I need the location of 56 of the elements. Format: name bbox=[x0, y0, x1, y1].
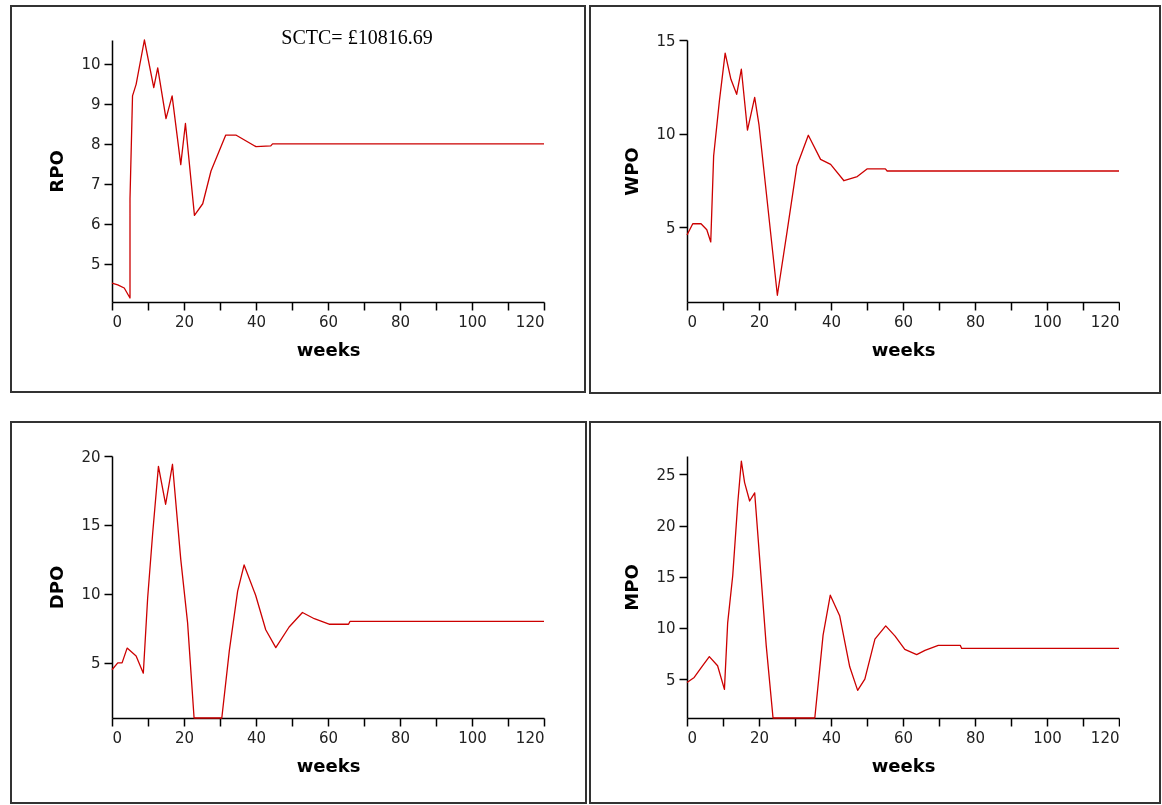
x-tick-label: 80 bbox=[390, 312, 411, 331]
annotation: SCTC= £10816.69 bbox=[281, 26, 433, 48]
x-tick-label: 120 bbox=[1090, 312, 1120, 331]
x-tick-label: 80 bbox=[965, 728, 986, 747]
y-axis-title: MPO bbox=[621, 564, 643, 611]
x-tick-label: 100 bbox=[1033, 312, 1062, 331]
x-axis-title: weeks bbox=[296, 754, 361, 776]
y-tick-label: 6 bbox=[90, 215, 101, 234]
x-tick-label: 80 bbox=[965, 312, 986, 331]
y-axis-title: DPO bbox=[46, 565, 68, 610]
y-tick-label: 5 bbox=[665, 670, 676, 689]
x-axis-title: weeks bbox=[296, 338, 361, 360]
y-tick-label: 5 bbox=[90, 654, 101, 673]
x-axis-title: weeks bbox=[871, 338, 936, 360]
y-tick-label: 5 bbox=[90, 255, 101, 274]
x-tick-label: 60 bbox=[893, 728, 914, 747]
y-tick-label: 10 bbox=[81, 585, 101, 604]
x-tick-label: 40 bbox=[821, 728, 842, 747]
x-tick-label: 20 bbox=[749, 312, 770, 331]
x-tick-label: 120 bbox=[1090, 728, 1120, 747]
y-tick-label: 15 bbox=[81, 516, 101, 535]
y-tick-label: 20 bbox=[81, 447, 101, 466]
y-tick-label: 10 bbox=[656, 125, 676, 144]
y-tick-label: 10 bbox=[81, 55, 101, 74]
x-tick-label: 40 bbox=[246, 728, 267, 747]
x-tick-label: 40 bbox=[246, 312, 267, 331]
x-tick-label: 0 bbox=[687, 728, 698, 747]
y-tick-label: 8 bbox=[90, 135, 101, 154]
y-tick-label: 10 bbox=[656, 619, 676, 638]
y-tick-label: 5 bbox=[665, 218, 676, 237]
y-axis-title: RPO bbox=[46, 150, 68, 193]
x-tick-label: 20 bbox=[174, 728, 195, 747]
x-tick-label: 60 bbox=[318, 728, 339, 747]
x-tick-label: 100 bbox=[1033, 728, 1062, 747]
y-tick-label: 15 bbox=[656, 568, 676, 587]
y-tick-label: 15 bbox=[656, 31, 676, 50]
x-tick-label: 20 bbox=[174, 312, 195, 331]
x-axis-title: weeks bbox=[871, 754, 936, 776]
y-tick-label: 7 bbox=[90, 175, 101, 194]
line-series bbox=[686, 52, 1120, 296]
x-tick-label: 20 bbox=[749, 728, 770, 747]
y-axis-title: WPO bbox=[621, 147, 643, 196]
x-tick-label: 0 bbox=[687, 312, 698, 331]
x-tick-label: 80 bbox=[390, 728, 411, 747]
x-tick-label: 60 bbox=[318, 312, 339, 331]
x-tick-label: 120 bbox=[515, 728, 545, 747]
x-tick-label: 100 bbox=[458, 728, 487, 747]
y-tick-label: 25 bbox=[656, 465, 676, 484]
y-tick-label: 20 bbox=[656, 517, 676, 536]
x-tick-label: 0 bbox=[112, 312, 123, 331]
x-tick-label: 100 bbox=[458, 312, 487, 331]
y-tick-label: 9 bbox=[90, 95, 101, 114]
x-tick-label: 40 bbox=[821, 312, 842, 331]
x-tick-label: 60 bbox=[893, 312, 914, 331]
x-tick-label: 120 bbox=[515, 312, 545, 331]
x-tick-label: 0 bbox=[112, 728, 123, 747]
